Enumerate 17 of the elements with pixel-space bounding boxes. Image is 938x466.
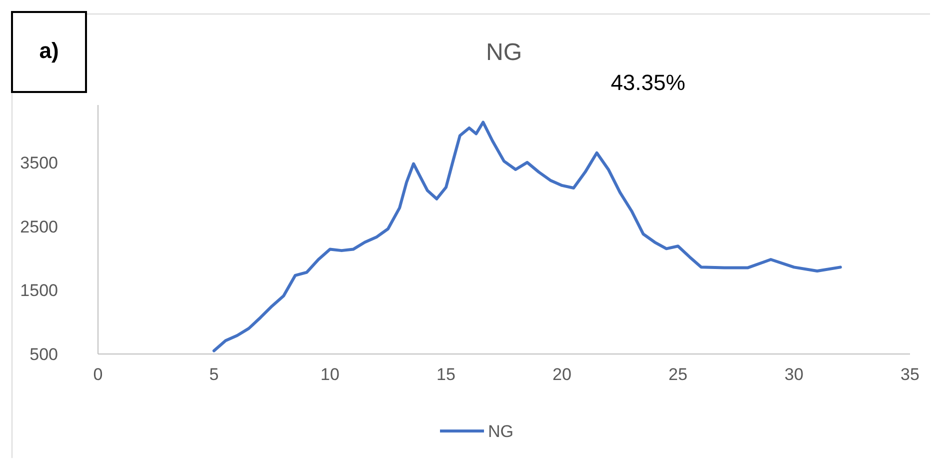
x-tick-label: 35	[900, 365, 920, 384]
y-tick-label: 3500	[20, 153, 58, 172]
x-tick-label: 20	[552, 365, 572, 384]
y-tick-label: 2500	[20, 217, 58, 236]
x-tick-label: 25	[668, 365, 688, 384]
chart-title: NG	[486, 39, 522, 66]
x-tick-label: 5	[209, 365, 219, 384]
x-tick-label: 15	[436, 365, 456, 384]
x-tick-label: 30	[784, 365, 804, 384]
text: a)	[39, 38, 59, 63]
legend-label: NG	[488, 422, 514, 441]
y-tick-label: 500	[30, 345, 58, 364]
x-tick-label: 10	[320, 365, 340, 384]
line-series	[212, 120, 842, 352]
y-tick-label: 1500	[20, 281, 58, 300]
x-tick-label: 0	[93, 365, 103, 384]
text: 43.35%	[610, 70, 686, 95]
